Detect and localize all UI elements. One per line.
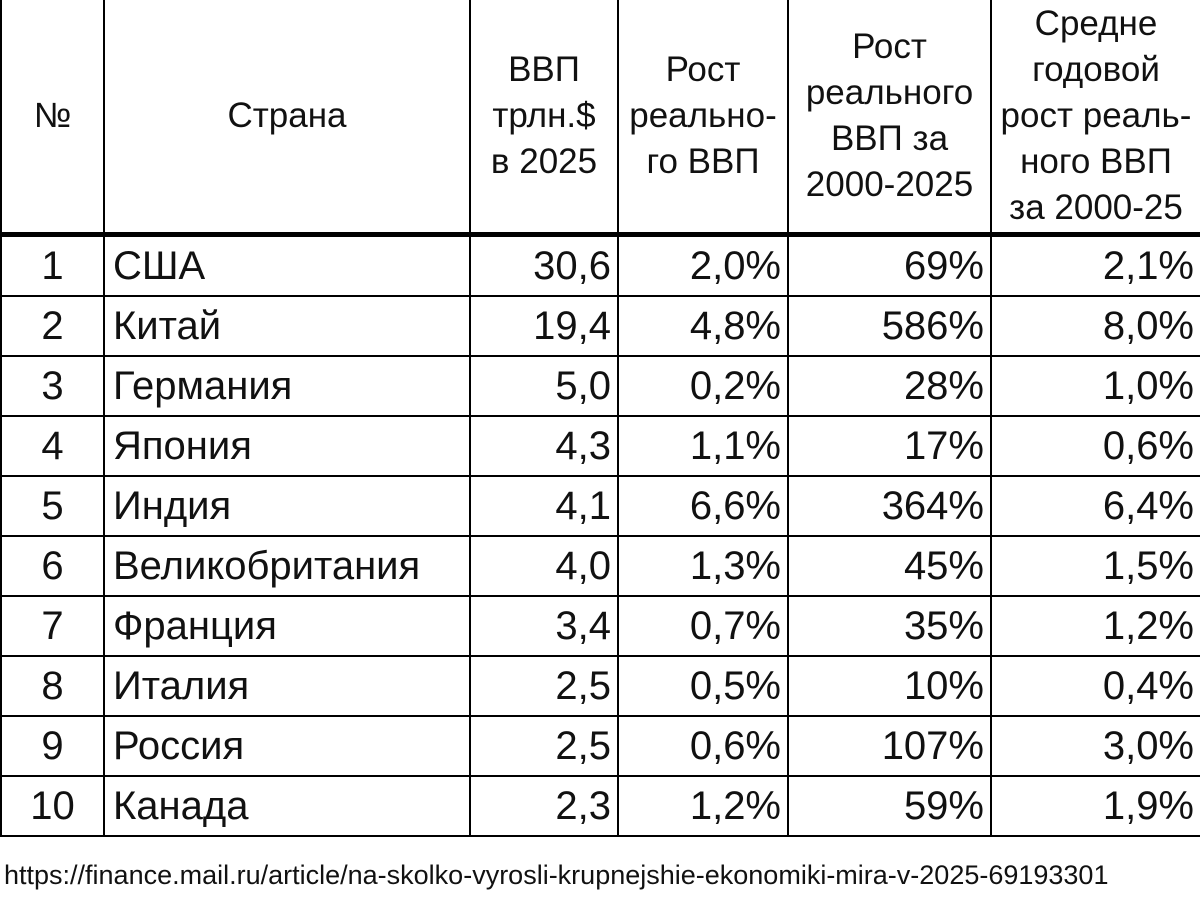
column-header-avg-growth: Средне годовой рост реаль-ного ВВП за 2000-…: [990, 0, 1200, 237]
growth-cell: 2,0%: [617, 234, 788, 297]
avg-growth-cell: 1,9%: [990, 776, 1200, 837]
country-cell: Италия: [103, 656, 470, 717]
header-line: ного ВВП: [1020, 142, 1172, 181]
rank-cell: 8: [0, 656, 104, 717]
gdp-cell: 3,4: [469, 596, 618, 657]
avg-growth-cell: 8,0%: [990, 296, 1200, 357]
gdp-cell: 2,5: [469, 716, 618, 777]
country-cell: США: [103, 234, 470, 297]
table-row: 6 Великобритания 4,0 1,3% 45% 1,5%: [0, 536, 1200, 597]
source-url: https://finance.mail.ru/article/na-skolk…: [4, 860, 1109, 890]
gdp-cell: 2,3: [469, 776, 618, 837]
gdp-cell: 4,3: [469, 416, 618, 477]
header-line: Страна: [227, 96, 347, 135]
growth-cell: 0,7%: [617, 596, 788, 657]
gdp-cell: 30,6: [469, 234, 618, 297]
avg-growth-cell: 0,4%: [990, 656, 1200, 717]
table-body: 1 США 30,6 2,0% 69% 2,1% 2 Китай 19,4 4,8% 586% 8,0…: [0, 234, 1200, 837]
growth-2000-2025-cell: 107%: [787, 716, 991, 777]
header-line: реального: [805, 73, 974, 112]
table-row: 1 США 30,6 2,0% 69% 2,1%: [0, 234, 1200, 297]
rank-cell: 2: [0, 296, 104, 357]
growth-cell: 4,8%: [617, 296, 788, 357]
country-cell: Япония: [103, 416, 470, 477]
header-line: реально-: [629, 96, 777, 135]
rank-cell: 1: [0, 234, 104, 297]
gdp-cell: 19,4: [469, 296, 618, 357]
gdp-table: № Страна ВВП трлн.$ в 2025 Рост реально-го …: [0, 0, 1200, 837]
header-line: в 2025: [490, 142, 598, 181]
growth-2000-2025-cell: 35%: [787, 596, 991, 657]
growth-2000-2025-cell: 586%: [787, 296, 991, 357]
avg-growth-cell: 0,6%: [990, 416, 1200, 477]
table-row: 9 Россия 2,5 0,6% 107% 3,0%: [0, 716, 1200, 777]
gdp-cell: 4,0: [469, 536, 618, 597]
header-line: го ВВП: [646, 142, 760, 181]
growth-2000-2025-cell: 10%: [787, 656, 991, 717]
country-cell: Индия: [103, 476, 470, 537]
header-line: Средне: [1034, 4, 1158, 43]
header-line: трлн.$: [492, 96, 596, 135]
avg-growth-cell: 1,5%: [990, 536, 1200, 597]
growth-cell: 0,5%: [617, 656, 788, 717]
country-cell: Франция: [103, 596, 470, 657]
header-line: Рост: [852, 27, 927, 66]
table-row: 7 Франция 3,4 0,7% 35% 1,2%: [0, 596, 1200, 657]
growth-2000-2025-cell: 364%: [787, 476, 991, 537]
gdp-cell: 2,5: [469, 656, 618, 717]
header-line: №: [33, 96, 72, 135]
rank-cell: 9: [0, 716, 104, 777]
table-row: 5 Индия 4,1 6,6% 364% 6,4%: [0, 476, 1200, 537]
rank-cell: 6: [0, 536, 104, 597]
table-row: 10 Канада 2,3 1,2% 59% 1,9%: [0, 776, 1200, 837]
country-cell: Россия: [103, 716, 470, 777]
header-line: 2000-2025: [805, 165, 974, 204]
column-header-country: Страна: [103, 0, 470, 237]
gdp-cell: 5,0: [469, 356, 618, 417]
country-cell: Германия: [103, 356, 470, 417]
header-line: рост реаль-: [1000, 96, 1192, 135]
table-row: 4 Япония 4,3 1,1% 17% 0,6%: [0, 416, 1200, 477]
country-cell: Канада: [103, 776, 470, 837]
rank-cell: 5: [0, 476, 104, 537]
growth-cell: 6,6%: [617, 476, 788, 537]
growth-cell: 1,2%: [617, 776, 788, 837]
growth-2000-2025-cell: 69%: [787, 234, 991, 297]
country-cell: Великобритания: [103, 536, 470, 597]
rank-cell: 3: [0, 356, 104, 417]
growth-cell: 1,1%: [617, 416, 788, 477]
growth-2000-2025-cell: 28%: [787, 356, 991, 417]
growth-cell: 0,6%: [617, 716, 788, 777]
rank-cell: 10: [0, 776, 104, 837]
table-row: 8 Италия 2,5 0,5% 10% 0,4%: [0, 656, 1200, 717]
growth-2000-2025-cell: 45%: [787, 536, 991, 597]
table-row: 3 Германия 5,0 0,2% 28% 1,0%: [0, 356, 1200, 417]
growth-cell: 0,2%: [617, 356, 788, 417]
header-line: Рост: [665, 50, 741, 89]
header-line: годовой: [1032, 50, 1160, 89]
gdp-cell: 4,1: [469, 476, 618, 537]
header-line: ВВП за: [830, 119, 949, 158]
header-line: за 2000-25: [1009, 188, 1183, 227]
rank-cell: 7: [0, 596, 104, 657]
column-header-rank: №: [0, 0, 104, 237]
avg-growth-cell: 1,2%: [990, 596, 1200, 657]
avg-growth-cell: 1,0%: [990, 356, 1200, 417]
avg-growth-cell: 2,1%: [990, 234, 1200, 297]
avg-growth-cell: 3,0%: [990, 716, 1200, 777]
column-header-growth-2000-2025: Рост реального ВВП за 2000-2025: [787, 0, 991, 237]
column-header-gdp: ВВП трлн.$ в 2025: [469, 0, 618, 237]
table-row: 2 Китай 19,4 4,8% 586% 8,0%: [0, 296, 1200, 357]
rank-cell: 4: [0, 416, 104, 477]
growth-2000-2025-cell: 17%: [787, 416, 991, 477]
growth-2000-2025-cell: 59%: [787, 776, 991, 837]
header-line: ВВП: [508, 50, 580, 89]
avg-growth-cell: 6,4%: [990, 476, 1200, 537]
growth-cell: 1,3%: [617, 536, 788, 597]
header-row: № Страна ВВП трлн.$ в 2025 Рост реально-го …: [0, 0, 1200, 237]
column-header-growth: Рост реально-го ВВП: [617, 0, 788, 237]
country-cell: Китай: [103, 296, 470, 357]
